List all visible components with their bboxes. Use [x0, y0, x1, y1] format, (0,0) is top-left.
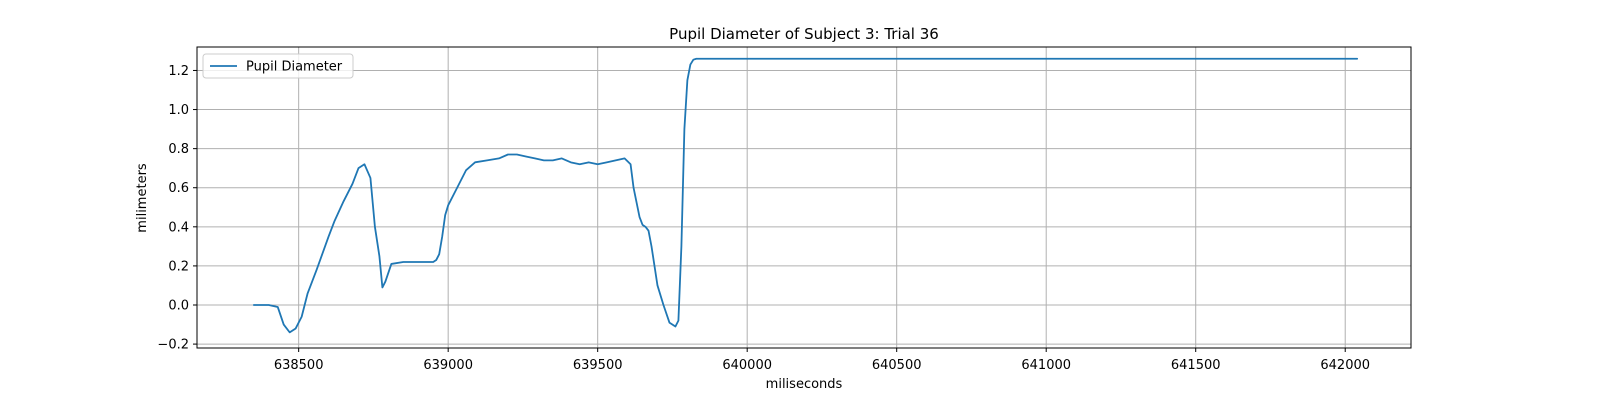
y-axis: −0.2 0.0 0.2 0.4 0.6 0.8 1.0 1.2: [157, 64, 197, 353]
x-tick-label: 639500: [573, 358, 623, 373]
y-tick-label: 0.6: [168, 181, 189, 196]
series-layer: [252, 57, 1359, 334]
y-axis-title: milimeters: [135, 163, 150, 233]
x-tick-label: 639000: [423, 358, 473, 373]
y-tick-label: 1.0: [168, 103, 189, 118]
plot-frame: [196, 46, 1412, 349]
grid-layer: [197, 47, 1411, 348]
x-tick-label: 642000: [1320, 358, 1370, 373]
legend-box: [202, 53, 354, 79]
legend-label: Pupil Diameter: [246, 60, 343, 75]
y-tick-label: 0.0: [168, 299, 189, 314]
x-tick-label: 641000: [1021, 358, 1071, 373]
legend: Pupil Diameter: [202, 53, 354, 79]
y-tick-label: 1.2: [168, 64, 189, 79]
series-line-pupil-diameter: [252, 57, 1359, 334]
y-tick-label: 0.4: [168, 220, 189, 235]
x-axis-title: miliseconds: [766, 377, 843, 392]
y-tick-label: −0.2: [157, 338, 189, 353]
x-tick-label: 641500: [1171, 358, 1221, 373]
y-tick-label: 0.2: [168, 259, 189, 274]
x-tick-label: 640500: [872, 358, 922, 373]
chart-title: Pupil Diameter of Subject 3: Trial 36: [669, 25, 939, 43]
x-tick-label: 638500: [274, 358, 324, 373]
x-tick-label: 640000: [722, 358, 772, 373]
y-tick-label: 0.8: [168, 142, 189, 157]
x-axis: 638500 639000 639500 640000 640500 641000 6415…: [274, 348, 1370, 373]
